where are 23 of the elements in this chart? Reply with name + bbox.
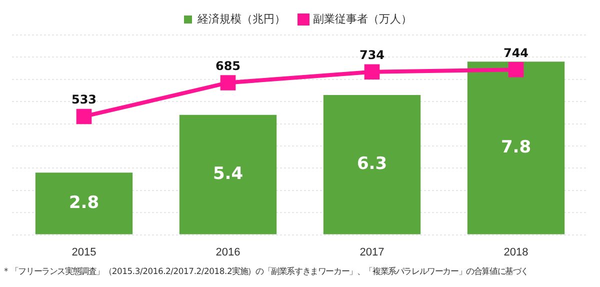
point	[364, 64, 380, 80]
x-tick-label: 2018	[504, 246, 528, 258]
x-tick-label: 2015	[72, 246, 96, 258]
bar	[35, 172, 133, 234]
data-label: 7.8	[500, 137, 532, 158]
bar	[467, 62, 565, 234]
data-label: 2.8	[68, 192, 100, 213]
point	[220, 75, 236, 90]
data-label: 744	[503, 46, 529, 60]
data-label: 533	[71, 92, 97, 107]
bar	[179, 114, 277, 234]
point	[76, 108, 92, 124]
data-label: 5.4	[212, 164, 244, 184]
data-label: 734	[359, 48, 385, 62]
x-tick-label: 2017	[360, 246, 384, 258]
text: * 「フリーランス実態調査」（2015.3/2016.2/2017.2/2018.2実施）の「副業系すきまワーカー」、「複業系パラレルワーカー」の合算値に基づく	[3, 266, 530, 277]
data-label: 6.3	[356, 154, 388, 174]
legend-label: 経済規模（兆円）	[196, 12, 286, 26]
point	[508, 62, 524, 78]
data-label: 685	[215, 58, 241, 73]
legend-label: 副業従事者（万人）	[313, 12, 412, 26]
x-tick-label: 2016	[216, 246, 240, 258]
bar	[323, 94, 421, 234]
